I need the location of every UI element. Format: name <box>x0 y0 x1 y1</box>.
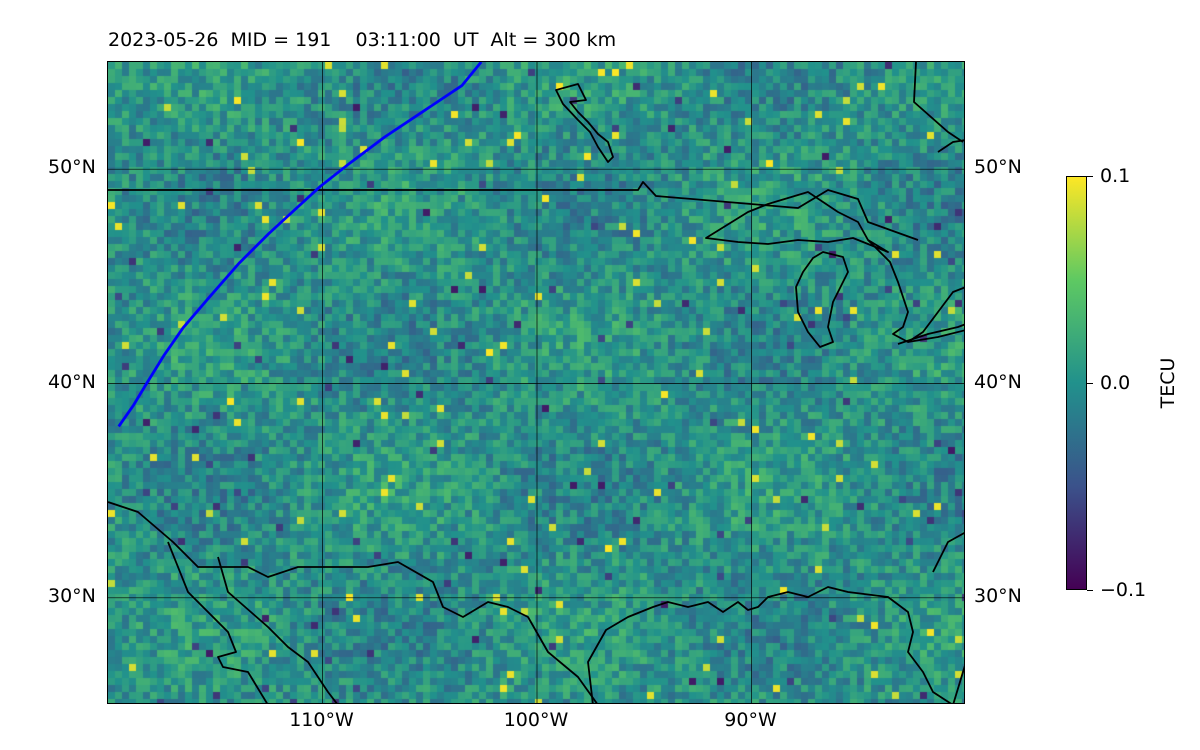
colorbar-tick-label: −0.1 <box>1100 579 1147 601</box>
lake-huron <box>867 239 964 343</box>
mexico-west-coast <box>217 556 338 703</box>
northern-coast <box>555 83 614 163</box>
lat-tick-label-left: 50°N <box>48 156 96 179</box>
lon-tick-label: 90°W <box>724 709 777 731</box>
lat-tick-label-right: 40°N <box>974 370 1022 393</box>
lake-ontario <box>907 329 964 343</box>
coastlines <box>108 62 964 703</box>
map-overlay <box>108 62 964 703</box>
northeast-coast-2 <box>937 139 964 153</box>
lon-tick-label: 110°W <box>289 709 354 731</box>
gridlines <box>108 62 964 703</box>
lake-superior <box>705 191 889 253</box>
lon-tick-label: 100°W <box>503 709 569 731</box>
lake-michigan <box>795 251 849 348</box>
gulf-coast <box>587 586 952 703</box>
colorbar-tick-label: 0.0 <box>1100 372 1131 394</box>
map-title: 2023-05-26 MID = 191 03:11:00 UT Alt = 3… <box>108 29 617 51</box>
lake-erie <box>897 323 964 345</box>
us-mexico-border <box>108 501 598 703</box>
colorbar-tick-label: 0.1 <box>1100 165 1131 187</box>
lat-tick-label-right: 50°N <box>974 156 1022 179</box>
colorbar <box>1066 176 1087 590</box>
florida-east <box>952 665 964 703</box>
colorbar-label: TECU <box>1157 357 1179 409</box>
colorbar-tick <box>1087 590 1093 591</box>
florida-coast <box>932 532 964 573</box>
northeast-coast <box>913 62 964 143</box>
lat-tick-label-right: 30°N <box>974 584 1022 607</box>
baja-coast <box>167 541 268 703</box>
colorbar-tick <box>1087 383 1093 384</box>
us-canada-border <box>108 181 919 241</box>
lat-tick-label-left: 30°N <box>48 584 96 607</box>
tec-map-panel <box>107 61 965 704</box>
colorbar-tick <box>1087 176 1093 177</box>
lat-tick-label-left: 40°N <box>48 370 96 393</box>
satellite-track <box>117 62 483 428</box>
